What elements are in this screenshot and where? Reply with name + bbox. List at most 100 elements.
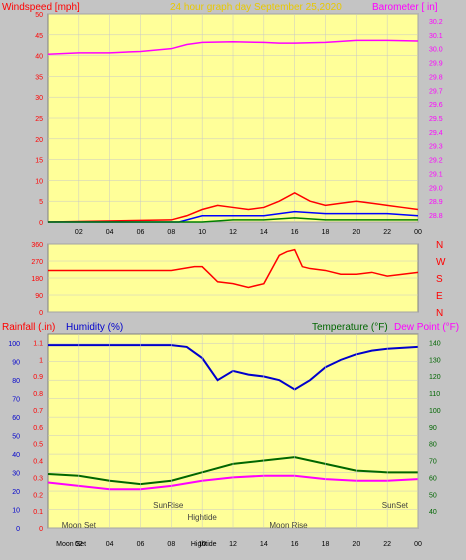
temp-tick-label: 100 bbox=[429, 408, 441, 415]
rain-tick-label: 1.1 bbox=[33, 340, 43, 347]
y-tick-label: 90 bbox=[35, 293, 43, 300]
rain-tick-label: 0.3 bbox=[33, 475, 43, 482]
y2-tick-label: 28.8 bbox=[429, 213, 443, 220]
y-tick-label: 0 bbox=[39, 310, 43, 317]
x-tick-label: 20 bbox=[352, 541, 360, 548]
y2-tick-label: 29.9 bbox=[429, 61, 443, 68]
rain-tick-label: 0.8 bbox=[33, 391, 43, 398]
annotation-label: SunRise bbox=[153, 501, 184, 510]
humidity-tick-label: 60 bbox=[12, 415, 20, 422]
rainfall-label: Rainfall (.in) bbox=[2, 322, 55, 333]
rain-tick-label: 0.2 bbox=[33, 492, 43, 499]
rain-tick-label: 0.1 bbox=[33, 509, 43, 516]
series-line-low bbox=[48, 217, 418, 223]
compass-label: N bbox=[436, 308, 443, 319]
x-tick-label: 14 bbox=[260, 541, 268, 548]
humidity-tick-label: 70 bbox=[12, 397, 20, 404]
windspeed-label: Windspeed [mph] bbox=[2, 2, 80, 13]
annotation-label: Hightide bbox=[187, 513, 217, 522]
annotation-label: Moon Set bbox=[62, 521, 97, 530]
y-tick-label: 40 bbox=[35, 54, 43, 61]
y2-tick-label: 29.4 bbox=[429, 130, 443, 137]
x-tick-label: 18 bbox=[322, 541, 330, 548]
annotation-label: Moon Rise bbox=[269, 521, 308, 530]
y-tick-label: 5 bbox=[39, 199, 43, 206]
y-tick-label: 45 bbox=[35, 33, 43, 40]
x-tick-label: 00 bbox=[414, 541, 422, 548]
barometer-label: Barometer [ in] bbox=[372, 2, 438, 13]
rain-tick-label: 0.5 bbox=[33, 442, 43, 449]
y-tick-label: 35 bbox=[35, 74, 43, 81]
bottom-annotation-label: Hightide bbox=[191, 541, 217, 548]
y-tick-label: 10 bbox=[35, 178, 43, 185]
bottom-annotation-label: Moon Set bbox=[56, 541, 86, 548]
x-tick-label: 06 bbox=[137, 541, 145, 548]
temp-tick-label: 40 bbox=[429, 509, 437, 516]
series-line-average bbox=[48, 210, 419, 223]
x-tick-label: 06 bbox=[137, 229, 145, 236]
rain-tick-label: 0.6 bbox=[33, 425, 43, 432]
x-tick-label: 22 bbox=[383, 229, 391, 236]
y2-tick-label: 30.2 bbox=[429, 19, 443, 26]
humidity-tick-label: 100 bbox=[8, 341, 20, 348]
humidity-tick-label: 10 bbox=[12, 508, 20, 515]
y2-tick-label: 29.6 bbox=[429, 102, 443, 109]
series-line-humidity bbox=[48, 344, 419, 391]
annotation-label: SunSet bbox=[382, 501, 409, 510]
temp-tick-label: 50 bbox=[429, 492, 437, 499]
x-tick-label: 02 bbox=[75, 229, 83, 236]
x-tick-label: 10 bbox=[198, 229, 206, 236]
rain-tick-label: 0.7 bbox=[33, 408, 43, 415]
dewpoint-label: Dew Point (°F) bbox=[394, 322, 459, 333]
y2-tick-label: 28.9 bbox=[429, 199, 443, 206]
temp-tick-label: 140 bbox=[429, 340, 441, 347]
x-tick-label: 16 bbox=[291, 541, 299, 548]
rain-tick-label: 0 bbox=[39, 526, 43, 533]
temp-tick-label: 120 bbox=[429, 374, 441, 381]
y-tick-label: 360 bbox=[31, 242, 43, 249]
x-tick-label: 04 bbox=[106, 229, 114, 236]
x-tick-label: 14 bbox=[260, 229, 268, 236]
y-tick-label: 50 bbox=[35, 12, 43, 19]
temp-tick-label: 110 bbox=[429, 391, 440, 398]
temp-tick-label: 60 bbox=[429, 475, 437, 482]
y2-tick-label: 29.2 bbox=[429, 158, 443, 165]
y-tick-label: 0 bbox=[39, 220, 43, 227]
humidity-tick-label: 80 bbox=[12, 378, 20, 385]
x-tick-label: 08 bbox=[167, 229, 175, 236]
y-tick-label: 15 bbox=[35, 158, 43, 165]
x-tick-label: 12 bbox=[229, 541, 237, 548]
y2-tick-label: 29.7 bbox=[429, 88, 443, 95]
humidity-tick-label: 30 bbox=[12, 471, 20, 478]
plot-layer: 0 5 10 15 20 25 30 35 40 45 50 28.8 28.9 29.0 29.1 29.2… bbox=[8, 12, 446, 548]
graph-title: 24 hour graph day September 25,2020 bbox=[170, 2, 342, 13]
y2-tick-label: 29.8 bbox=[429, 74, 443, 81]
humidity-tick-label: 90 bbox=[12, 360, 20, 367]
rain-tick-label: 0.4 bbox=[33, 459, 43, 466]
x-tick-label: 10 bbox=[198, 541, 206, 548]
y2-tick-label: 30.0 bbox=[429, 47, 443, 54]
y2-tick-label: 29.1 bbox=[429, 171, 443, 178]
humidity-label: Humidity (%) bbox=[66, 322, 123, 333]
x-tick-label: 22 bbox=[383, 541, 391, 548]
y-tick-label: 20 bbox=[35, 137, 43, 144]
humidity-tick-label: 0 bbox=[16, 526, 20, 533]
x-tick-label: 20 bbox=[352, 229, 360, 236]
series-line-barometer bbox=[47, 39, 419, 55]
y2-tick-label: 29.3 bbox=[429, 144, 443, 151]
y-tick-label: 25 bbox=[35, 116, 43, 123]
x-tick-label: 12 bbox=[229, 229, 237, 236]
y-tick-label: 30 bbox=[35, 95, 43, 102]
x-tick-label: 16 bbox=[291, 229, 299, 236]
y2-tick-label: 29.0 bbox=[429, 185, 443, 192]
compass-label: W bbox=[436, 257, 446, 268]
y2-tick-label: 30.1 bbox=[429, 33, 443, 40]
series-line-direction bbox=[48, 248, 419, 289]
x-tick-label: 02 bbox=[75, 541, 83, 548]
x-tick-label: 18 bbox=[322, 229, 330, 236]
humidity-tick-label: 20 bbox=[12, 489, 20, 496]
temp-tick-label: 80 bbox=[429, 442, 437, 449]
series-line-gust bbox=[47, 192, 419, 223]
